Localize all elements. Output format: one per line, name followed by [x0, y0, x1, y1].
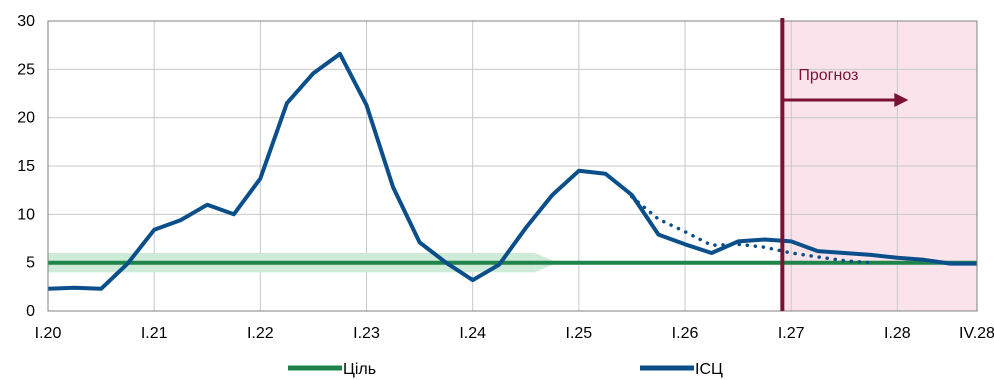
x-tick-label: I.22 — [247, 325, 274, 342]
x-tick-label: I.28 — [884, 325, 911, 342]
x-tick-label: I.26 — [672, 325, 699, 342]
y-tick-label: 5 — [26, 255, 35, 272]
forecast-arrow — [782, 93, 909, 107]
x-tick-label: I.27 — [778, 325, 805, 342]
x-tick-label: I.23 — [353, 325, 380, 342]
legend: Ціль ІСЦ — [288, 361, 723, 378]
series-line — [47, 51, 977, 291]
x-tick-label: I.25 — [566, 325, 593, 342]
series-layer — [47, 51, 977, 291]
x-axis: I.20 I.21 I.22 I.23 I.24 I.25 I.26 I.27 I.28 IV.2… — [35, 325, 994, 342]
forecast-label: Прогноз — [798, 67, 858, 84]
x-tick-label: I.24 — [459, 325, 486, 342]
x-tick-label: I.20 — [35, 325, 62, 342]
forecast-arrow-head — [894, 93, 909, 107]
y-axis: 0 5 10 15 20 25 30 — [17, 13, 35, 320]
y-tick-label: 30 — [17, 13, 35, 30]
y-tick-label: 10 — [17, 206, 35, 223]
y-tick-label: 20 — [17, 110, 35, 127]
x-tick-label: I.21 — [141, 325, 168, 342]
y-tick-label: 15 — [17, 158, 35, 175]
x-tick-label: IV.28 — [959, 325, 994, 342]
legend-label: Ціль — [343, 361, 376, 378]
y-tick-label: 0 — [26, 303, 35, 320]
y-tick-label: 25 — [17, 61, 35, 78]
plot-frame — [47, 20, 978, 312]
legend-label: ІСЦ — [695, 361, 723, 378]
forecast-series-line — [630, 195, 873, 265]
